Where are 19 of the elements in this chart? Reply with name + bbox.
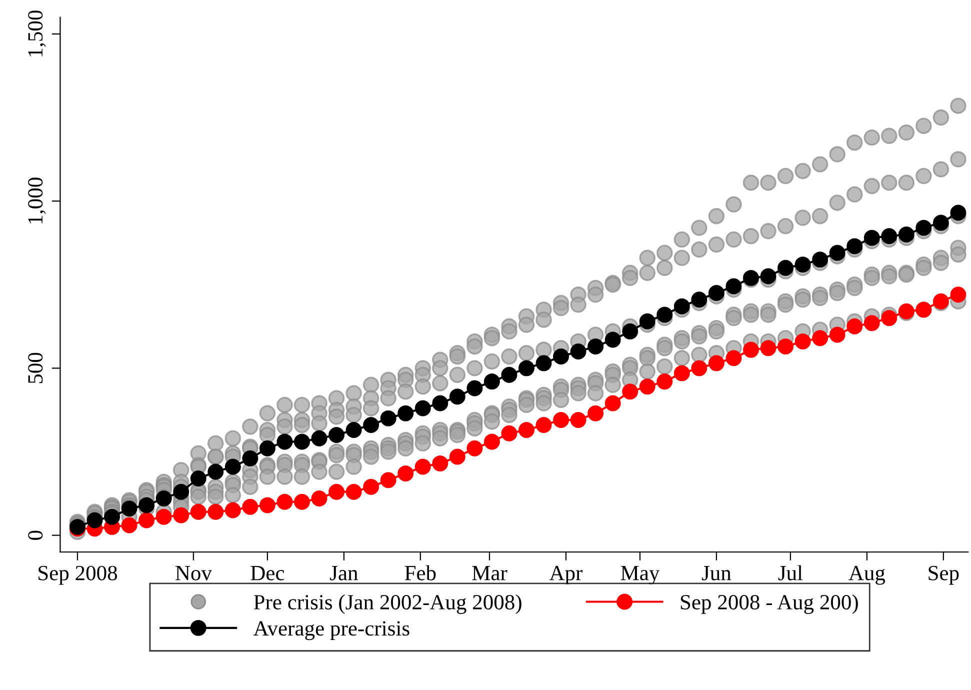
- y-tick-label: 0: [28, 530, 43, 540]
- x-tick-label: Jun: [702, 566, 732, 580]
- x-tick-label: May: [620, 566, 660, 585]
- y-tick-label: 500: [28, 352, 43, 384]
- x-tick-label: Aug: [848, 566, 886, 585]
- y-tick-label: 1,000: [28, 178, 46, 224]
- x-tick-label: Mar: [472, 566, 508, 580]
- x-tick-label: Jul: [778, 565, 803, 580]
- x-tick-label: Apr: [549, 566, 583, 585]
- x-tick-label: Nov: [176, 566, 212, 580]
- legend-label: Pre crisis (Jan 2002-Aug 2008): [254, 594, 522, 614]
- x-tick-label: Sep 2008: [38, 566, 118, 585]
- x-tick-label: Jan: [330, 566, 358, 580]
- y-tick-label: 1,500: [28, 10, 46, 56]
- x-tick-label: Sep: [928, 566, 959, 585]
- x-tick-label: Dec: [250, 566, 284, 580]
- legend-label: Sep 2008 - Aug 200): [680, 594, 858, 614]
- x-tick-label: Feb: [404, 565, 436, 580]
- legend-label: Average pre-crisis: [253, 621, 410, 640]
